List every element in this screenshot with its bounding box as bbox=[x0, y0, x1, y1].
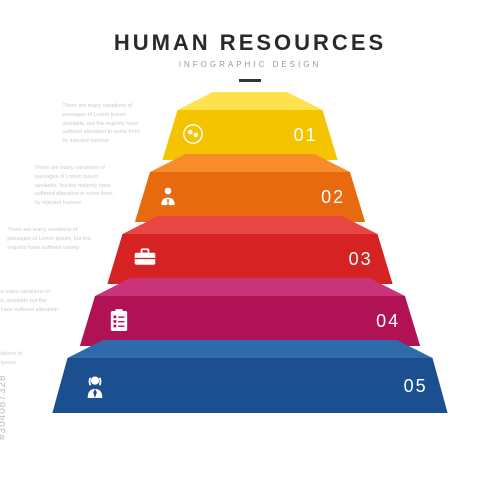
page-title: HUMAN RESOURCES bbox=[0, 30, 500, 56]
layer-front-face bbox=[52, 358, 447, 413]
businesswoman-icon bbox=[84, 374, 106, 400]
header: HUMAN RESOURCES INFOGRAPHIC DESIGN bbox=[0, 0, 500, 82]
layer-top-face bbox=[95, 278, 405, 296]
title-underline bbox=[239, 79, 261, 82]
layer-number: 03 bbox=[349, 249, 378, 270]
briefcase-icon bbox=[133, 247, 157, 267]
pyramid-chart: 01There are many variations of passages … bbox=[70, 110, 430, 450]
layer-number: 02 bbox=[321, 187, 350, 208]
layer-number: 05 bbox=[404, 376, 433, 397]
layer-top-face bbox=[123, 216, 378, 234]
layer-description: There are many variations of passages of… bbox=[35, 164, 120, 208]
layer-number: 01 bbox=[294, 125, 323, 146]
watermark: #304087328 bbox=[0, 374, 8, 440]
gears-icon bbox=[182, 123, 204, 145]
layer-description: There are many variations of passages, a… bbox=[0, 288, 65, 314]
layer-description: There are many variations of passages of… bbox=[62, 102, 147, 146]
layer-top-face bbox=[178, 92, 323, 110]
layer-front-face bbox=[80, 296, 420, 346]
person-alert-icon bbox=[158, 185, 178, 207]
layer-description: There are many variations of passages of… bbox=[0, 350, 37, 376]
layer-description: There are many variations of passages of… bbox=[7, 226, 92, 252]
checklist-icon bbox=[109, 309, 129, 333]
layer-top-face bbox=[68, 340, 433, 358]
layer-number: 04 bbox=[376, 311, 405, 332]
page-subtitle: INFOGRAPHIC DESIGN bbox=[0, 60, 500, 69]
